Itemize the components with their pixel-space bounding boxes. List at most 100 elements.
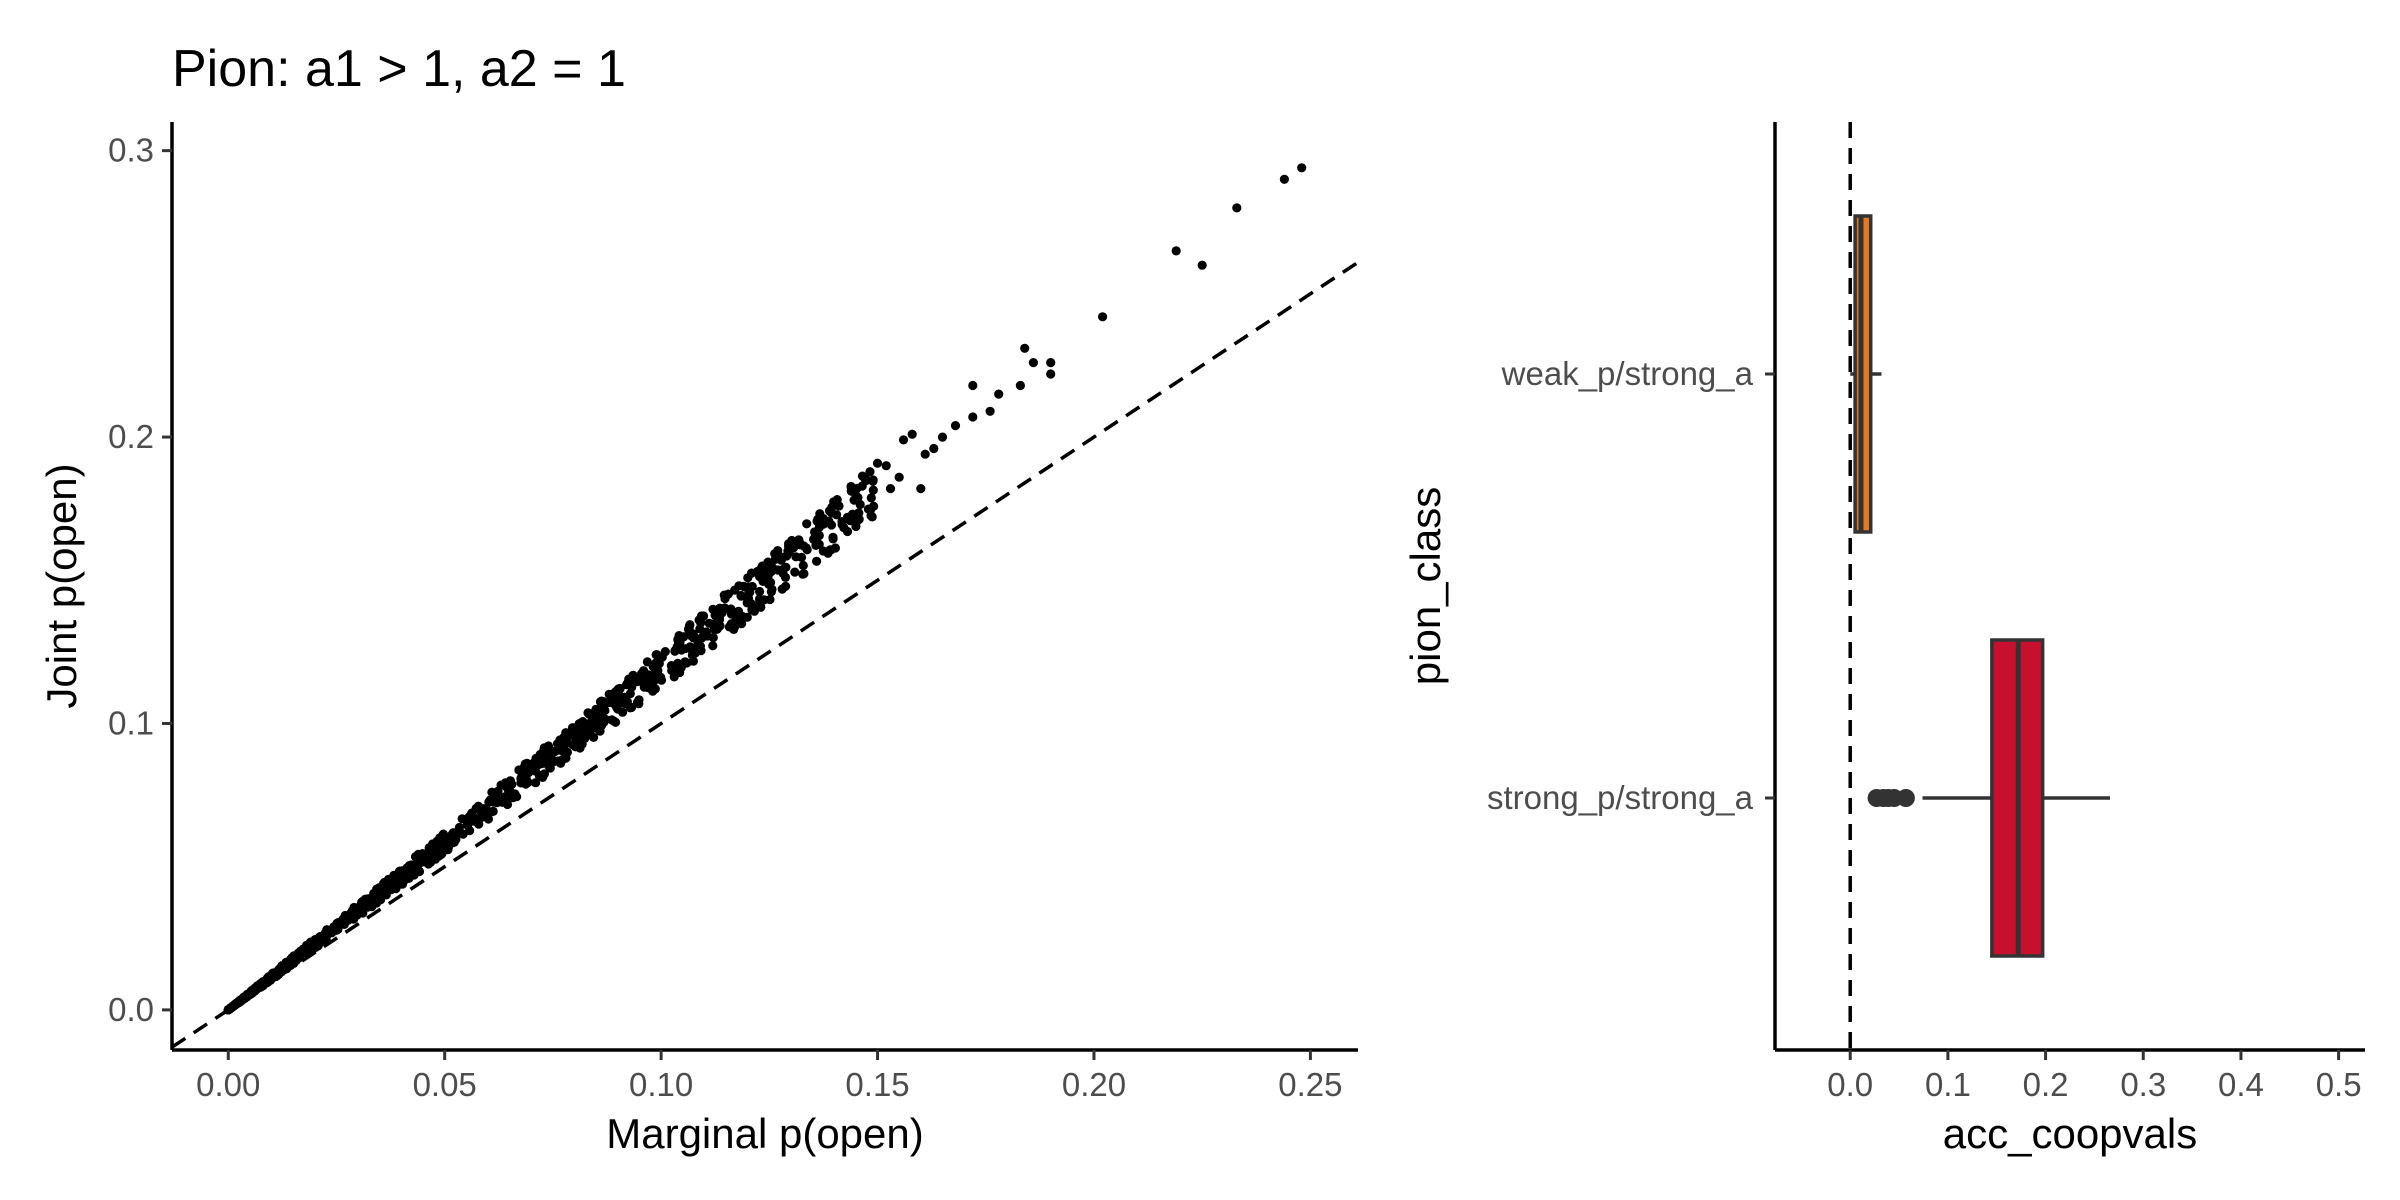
scatter-point	[567, 723, 578, 733]
scatter-point	[1279, 174, 1289, 184]
scatter-point	[478, 804, 488, 814]
scatter-point	[271, 968, 281, 978]
scatter-point	[929, 443, 939, 454]
scatter-point	[730, 621, 740, 631]
scatter-point	[794, 535, 804, 546]
scatter-point	[323, 929, 333, 940]
scatter-point	[487, 787, 497, 797]
scatter-point	[550, 746, 560, 757]
scatter-point	[354, 905, 364, 915]
scatter-point	[314, 937, 324, 947]
scatter-point	[636, 673, 646, 684]
scatter-point	[362, 897, 373, 908]
scatter-point	[457, 814, 467, 824]
scatter-point	[1297, 163, 1307, 173]
scatter-point	[583, 724, 594, 734]
scatter-point	[304, 940, 314, 950]
scatter-point	[784, 541, 794, 551]
scatter-point	[277, 961, 287, 972]
scatter-point	[609, 716, 619, 726]
scatter-point	[373, 891, 383, 901]
scatter-point	[755, 586, 765, 597]
scatter-point	[798, 569, 808, 579]
scatter-point	[756, 602, 766, 612]
scatter-point	[766, 577, 776, 588]
scatter-point	[474, 819, 484, 829]
scatter-point	[552, 739, 563, 749]
scatter-point	[731, 610, 741, 620]
x-tick-label: 0.1	[1925, 1066, 1971, 1103]
scatter-point	[832, 510, 842, 520]
scatter-x-axis-title: Marginal p(open)	[606, 1110, 924, 1157]
scatter-point	[898, 435, 909, 445]
scatter-point	[773, 565, 783, 575]
scatter-point	[866, 493, 876, 503]
x-tick-label: 0.10	[629, 1066, 693, 1103]
scatter-point	[937, 432, 948, 442]
scatter-point	[338, 919, 348, 929]
scatter-point	[802, 519, 812, 529]
boxplot-marks	[1850, 214, 2111, 958]
scatter-point	[626, 702, 637, 713]
scatter-point	[747, 568, 757, 578]
scatter-point	[417, 850, 427, 860]
scatter-point	[556, 758, 566, 768]
scatter-point	[538, 772, 548, 783]
scatter-point	[543, 760, 553, 771]
scatter-point	[498, 797, 508, 807]
category-label: strong_p/strong_a	[1487, 779, 1754, 816]
scatter-point	[667, 665, 677, 676]
identity-reference-line	[171, 260, 1359, 1049]
scatter-point	[985, 406, 995, 416]
scatter-point	[770, 554, 780, 565]
scatter-point	[708, 641, 718, 651]
scatter-point	[715, 603, 725, 613]
scatter-point	[437, 835, 447, 846]
scatter-point	[802, 545, 812, 555]
scatter-point	[920, 449, 930, 459]
scatter-point	[618, 707, 628, 717]
scatter-point	[688, 656, 699, 666]
scatter-point	[614, 687, 624, 698]
scatter-point	[675, 637, 685, 647]
scatter-point	[781, 562, 791, 572]
scatter-point	[346, 912, 356, 923]
scatter-point	[660, 647, 670, 657]
scatter-point	[968, 412, 978, 422]
box-outlier	[1896, 789, 1915, 807]
scatter-point	[872, 458, 883, 468]
scatter-point	[720, 594, 730, 604]
scatter-point	[780, 572, 791, 583]
scatter-point	[683, 624, 694, 634]
x-tick-label: 0.2	[2023, 1066, 2069, 1103]
scatter-point	[881, 461, 891, 471]
scatter-y-ticks: 0.0 0.1 0.2 0.3	[108, 132, 172, 1028]
scatter-point	[426, 857, 436, 867]
scatter-point	[404, 861, 414, 871]
boxplot-y-axis-title: pion_class	[1402, 487, 1449, 685]
scatter-point	[711, 617, 722, 627]
scatter-point	[622, 678, 633, 688]
scatter-point	[1232, 203, 1242, 213]
scatter-point	[704, 618, 714, 628]
scatter-point	[1171, 246, 1181, 256]
scatter-point	[846, 486, 856, 496]
scatter-point	[608, 698, 618, 708]
scatter-point	[968, 380, 978, 391]
scatter-point	[796, 552, 807, 563]
scatter-point	[543, 741, 554, 751]
scatter-point	[644, 672, 654, 682]
scatter-x-ticks: 0.00 0.05 0.10 0.15 0.20 0.25	[196, 1050, 1343, 1103]
scatter-point	[814, 522, 825, 532]
scatter-point	[734, 581, 744, 591]
x-tick-label: 0.25	[1278, 1066, 1342, 1103]
boxplot-panel: 0.0 0.1 0.2 0.3 0.4 0.5 weak_p/strong_astrong…	[1402, 122, 2365, 1157]
x-tick-label: 0.05	[413, 1066, 477, 1103]
scatter-point	[680, 657, 690, 667]
scatter-point	[813, 514, 823, 525]
scatter-point	[691, 634, 702, 644]
boxplot-y-ticks: weak_p/strong_a strong_p/strong_a	[1487, 355, 1775, 816]
scatter-point	[531, 778, 541, 788]
scatter-point	[695, 641, 706, 651]
